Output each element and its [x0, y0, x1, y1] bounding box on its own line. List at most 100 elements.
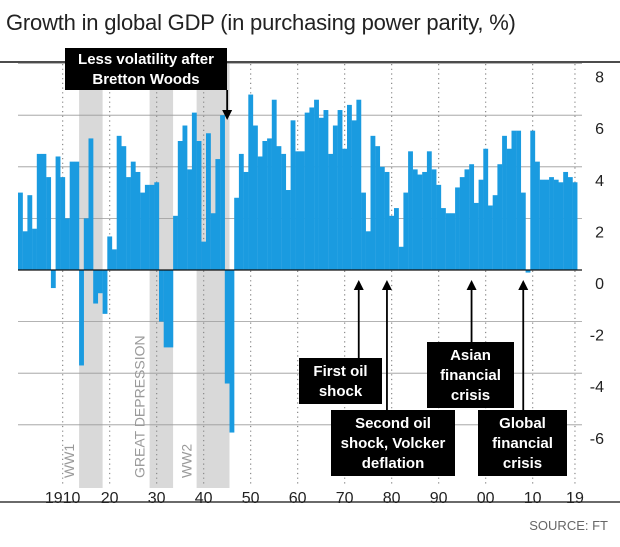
bar-1921	[112, 249, 117, 270]
bar-1994	[455, 187, 460, 270]
x-tick-labels: 1910 20 30 40 50 60 70 80 90 00 10 19	[45, 490, 584, 507]
bar-1938	[191, 112, 197, 271]
bar-2012	[539, 179, 545, 270]
bar-1950	[248, 94, 254, 270]
bar-1928	[144, 184, 150, 270]
shaded-period-label-1: GREAT DEPRESSION	[132, 335, 148, 478]
bar-1942	[210, 213, 216, 270]
bar-1920	[107, 236, 113, 270]
bar-2003	[497, 164, 503, 270]
bar-1957	[281, 153, 287, 270]
bar-2010	[530, 130, 536, 270]
bar-2008	[520, 192, 526, 270]
annotation-0: Less volatility after Bretton Woods	[65, 48, 233, 120]
bar-2009	[525, 270, 531, 273]
y-tick-label-2: 4	[595, 173, 604, 190]
bar-1929	[149, 184, 155, 270]
bar-1961	[300, 151, 305, 270]
bar-1952	[257, 156, 263, 270]
annotation-arrow-head-4	[518, 280, 529, 290]
annotation-text-1-1: shock	[319, 383, 363, 400]
annotation-2: Second oil shock, Volcker deflation	[331, 280, 455, 476]
bar-1979	[384, 171, 390, 270]
bar-1978	[379, 166, 385, 270]
bar-1943	[215, 159, 221, 270]
bar-1910	[60, 177, 66, 270]
bar-1940	[201, 241, 207, 270]
bar-1907	[46, 177, 52, 270]
bar-1953	[262, 141, 268, 270]
y-tick-label-1: 6	[595, 121, 604, 138]
annotation-text-2-1: shock, Volcker	[341, 435, 446, 452]
bar-1908	[50, 270, 56, 289]
bar-1976	[370, 135, 376, 270]
bar-1955	[271, 99, 277, 270]
x-tick-label-5: 60	[289, 490, 307, 507]
bar-1937	[187, 169, 193, 270]
bar-1989	[431, 169, 437, 270]
x-tick-label-3: 40	[195, 490, 213, 507]
source-note: SOURCE: FT	[529, 518, 608, 533]
annotation-3: Asian financial crisis	[427, 280, 514, 408]
bar-1906	[41, 153, 47, 270]
bar-1980	[389, 215, 395, 270]
bar-1914	[79, 270, 84, 366]
x-tick-label-2: 30	[148, 490, 166, 507]
annotation-box-4	[478, 410, 567, 476]
bar-1941	[206, 133, 211, 270]
bar-1998	[473, 202, 479, 270]
bar-1930	[154, 182, 160, 270]
bar-1990	[436, 184, 442, 270]
annotation-text-3-2: crisis	[451, 387, 490, 404]
bar-1983	[403, 192, 409, 270]
annotation-text-4-1: financial	[492, 435, 553, 452]
bar-2017	[563, 171, 569, 270]
y-tick-label-4: 0	[595, 276, 604, 293]
x-tick-label-6: 70	[336, 490, 354, 507]
bar-1973	[356, 99, 362, 270]
chart-title: Growth in global GDP (in purchasing powe…	[6, 10, 516, 35]
annotation-box-1	[299, 358, 382, 404]
bar-2015	[553, 179, 559, 270]
bar-1901	[18, 192, 23, 270]
bar-1991	[441, 208, 446, 270]
bar-1987	[422, 171, 428, 270]
bar-1931	[159, 270, 164, 322]
bar-1922	[116, 135, 122, 270]
bar-1933	[168, 270, 174, 348]
shaded-period-label-0: WW1	[61, 444, 77, 478]
y-tick-labels: 8 6 4 2 0 -2 -4 -6	[590, 70, 604, 448]
x-tick-label-9: 00	[477, 490, 495, 507]
bar-1903	[27, 195, 33, 270]
bar-1925	[130, 161, 136, 270]
bar-1971	[347, 104, 352, 270]
bar-1918	[97, 270, 103, 294]
bar-1964	[314, 99, 319, 270]
bar-1947	[234, 197, 240, 270]
bar-1995	[459, 177, 465, 270]
annotation-arrow-head-3	[466, 280, 477, 290]
annotation-arrow-head-0	[222, 110, 233, 120]
bar-1934	[173, 215, 178, 270]
bar-1965	[318, 117, 324, 270]
x-tick-label-8: 90	[430, 490, 448, 507]
bar-1997	[469, 164, 475, 270]
bar-1966	[323, 110, 329, 270]
bar-1936	[182, 125, 188, 271]
bar-1984	[408, 151, 413, 270]
bar-1982	[398, 246, 404, 270]
annotation-text-2-0: Second oil	[355, 415, 431, 432]
bar-1913	[74, 161, 80, 270]
bar-1958	[285, 190, 291, 270]
bar-1967	[328, 153, 334, 270]
bar-1932	[163, 270, 169, 348]
annotation-box-3	[427, 342, 514, 408]
bar-1926	[135, 171, 141, 270]
bar-2004	[502, 135, 507, 270]
bar-1904	[32, 228, 37, 270]
bar-2002	[492, 195, 498, 270]
bar-1972	[351, 120, 357, 270]
annotation-arrow-head-2	[381, 280, 392, 290]
